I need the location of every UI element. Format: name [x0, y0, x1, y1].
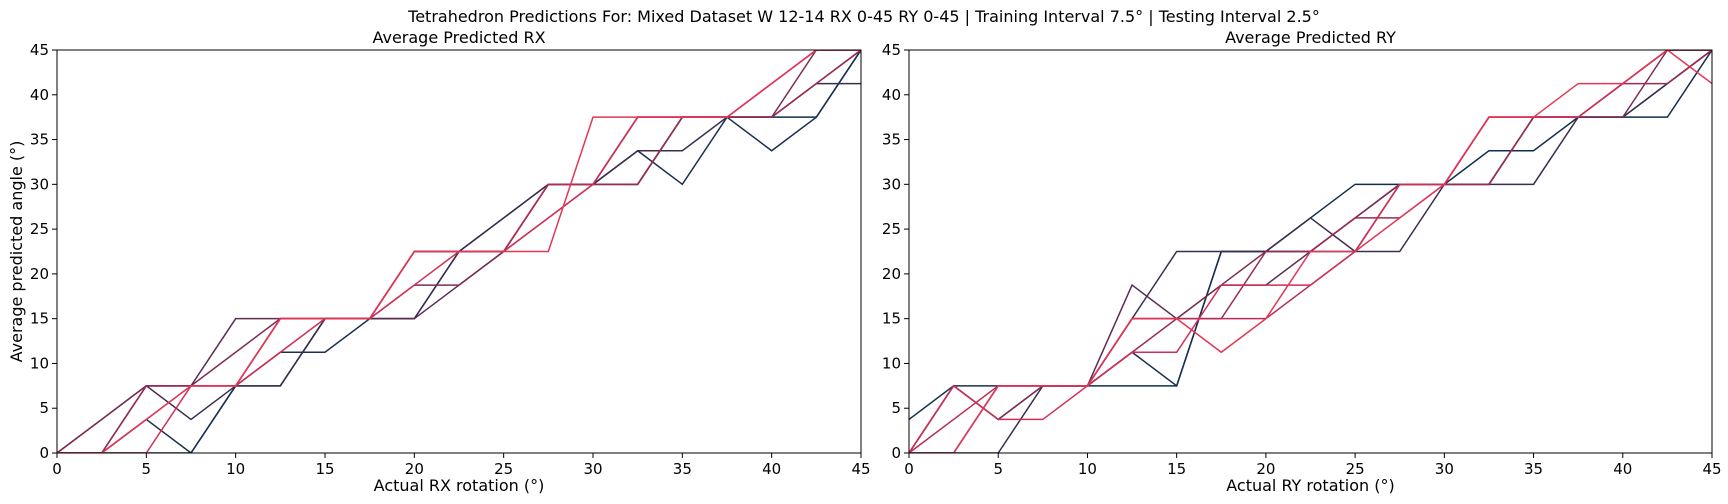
ry-y-tick-label: 15: [882, 310, 901, 328]
rx-y-tick-label: 20: [30, 265, 49, 283]
ry-y-tick-label: 10: [882, 354, 901, 372]
ry-chart-title: Average Predicted RY: [1225, 28, 1396, 47]
rx-chart-y-axis-label: Average predicted angle (°): [7, 141, 26, 363]
rx-y-tick-label: 10: [30, 354, 49, 372]
rx-y-tick-label: 45: [30, 41, 49, 59]
rx-x-tick-label: 0: [52, 460, 62, 478]
rx-y-tick-label: 35: [30, 131, 49, 149]
figure-suptitle: Tetrahedron Predictions For: Mixed Datas…: [407, 7, 1320, 26]
rx-x-tick-label: 25: [494, 460, 513, 478]
ry-series-group: [909, 50, 1712, 453]
ry-y-tick-label: 20: [882, 265, 901, 283]
ry-y-tick-label: 35: [882, 131, 901, 149]
ry-x-tick-label: 40: [1613, 460, 1632, 478]
ry-x-tick-label: 15: [1167, 460, 1186, 478]
ry-x-tick-label: 0: [904, 460, 914, 478]
rx-x-tick-label: 5: [142, 460, 152, 478]
rx-y-tick-label: 0: [39, 444, 49, 462]
rx-series-line-9: [57, 50, 861, 453]
rx-x-tick-label: 35: [673, 460, 692, 478]
rx-chart-title: Average Predicted RX: [372, 28, 545, 47]
ry-x-tick-label: 25: [1346, 460, 1365, 478]
rx-axes-frame: [56, 49, 862, 454]
rx-x-tick-label: 40: [762, 460, 781, 478]
ry-y-tick-label: 5: [891, 399, 901, 417]
rx-y-tick-label: 25: [30, 220, 49, 238]
ry-chart-x-axis-label: Actual RY rotation (°): [1226, 476, 1394, 495]
ry-x-tick-label: 5: [993, 460, 1003, 478]
ry-x-tick-label: 20: [1256, 460, 1275, 478]
rx-x-tick-label: 45: [851, 460, 870, 478]
rx-chart-x-axis-label: Actual RX rotation (°): [374, 476, 545, 495]
ry-x-tick-label: 30: [1435, 460, 1454, 478]
ry-y-tick-label: 0: [891, 444, 901, 462]
ry-chart: Average Predicted RY Actual RY rotation …: [882, 28, 1722, 495]
ry-series-line-8: [909, 50, 1712, 453]
ry-series-line-9: [909, 50, 1712, 453]
ry-x-tick-label: 35: [1524, 460, 1543, 478]
ry-x-tick-label: 45: [1702, 460, 1721, 478]
ry-y-tick-label: 45: [882, 41, 901, 59]
ry-y-tick-label: 40: [882, 86, 901, 104]
ry-y-tick-label: 30: [882, 175, 901, 193]
rx-chart: Average Predicted RX Actual RX rotation …: [7, 28, 871, 495]
ry-x-tick-label: 10: [1078, 460, 1097, 478]
rx-series-group: [57, 50, 861, 453]
rx-x-tick-label: 20: [405, 460, 424, 478]
rx-x-tick-label: 30: [583, 460, 602, 478]
rx-y-tick-label: 5: [39, 399, 49, 417]
ry-y-tick-label: 25: [882, 220, 901, 238]
rx-y-tick-label: 30: [30, 175, 49, 193]
rx-x-tick-label: 15: [315, 460, 334, 478]
rx-x-tick-label: 10: [226, 460, 245, 478]
rx-y-tick-label: 15: [30, 310, 49, 328]
ry-axes-frame: [908, 49, 1713, 454]
rx-y-tick-label: 40: [30, 86, 49, 104]
